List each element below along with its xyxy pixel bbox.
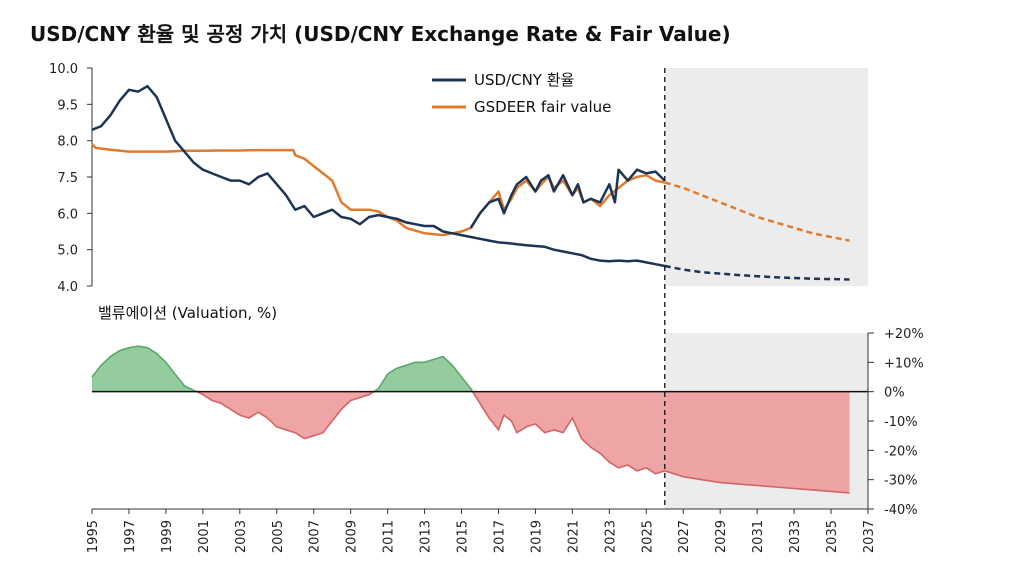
positive-area	[92, 346, 197, 392]
bottom-y-tick-label: -40%	[884, 503, 918, 518]
top-y-axis: 10.0 9.5 8.0 7.5 6.0 5.0 4.0	[49, 62, 93, 295]
series-line	[91, 84, 666, 268]
x-tick-label: 2015	[456, 520, 471, 553]
x-tick-label: 1995	[86, 520, 101, 553]
x-axis: 1995 1997 1999 2001 2003 2005 2007 2009 2011 2013…	[86, 508, 877, 553]
legend-label: USD/CNY 환율	[474, 71, 574, 89]
negative-area	[196, 391, 374, 439]
valuation-panel-title: 밸류에이션 (Valuation, %)	[98, 304, 277, 322]
top-y-tick-label: 6.0	[57, 207, 78, 222]
series-line	[469, 168, 666, 229]
x-tick-label: 1999	[160, 520, 175, 553]
series-line	[664, 264, 850, 281]
bottom-y-tick-label: +10%	[884, 356, 924, 371]
x-tick-label: 2007	[308, 520, 323, 553]
x-tick-label: 2017	[492, 520, 507, 553]
top-y-tick-label: 7.5	[57, 171, 78, 186]
valuation-line	[373, 355, 474, 393]
x-tick-label: 2019	[529, 520, 544, 553]
top-y-tick-label: 4.0	[57, 280, 78, 295]
legend-label: GSDEER fair value	[474, 98, 611, 116]
bottom-y-tick-label: -30%	[884, 474, 918, 489]
valuation-line	[196, 390, 375, 440]
positive-area	[373, 356, 473, 392]
bottom-y-tick-label: +20%	[884, 327, 924, 342]
x-tick-label: 2021	[566, 520, 581, 553]
x-tick-label: 2029	[714, 520, 729, 553]
negative-area	[472, 391, 850, 493]
top-y-tick-label: 10.0	[49, 62, 78, 77]
forecast-shade-top	[664, 68, 868, 286]
valuation-area	[91, 345, 868, 494]
top-y-tick-label: 5.0	[57, 244, 78, 259]
page-title: USD/CNY 환율 및 공정 가치 (USD/CNY Exchange Rat…	[30, 22, 731, 46]
x-tick-label: 2025	[640, 520, 655, 553]
valuation-line	[471, 391, 850, 494]
x-tick-label: 2003	[234, 520, 249, 553]
legend: USD/CNY 환율 GSDEER fair value	[432, 71, 611, 116]
x-tick-label: 2033	[788, 520, 803, 553]
series-line	[664, 181, 850, 242]
x-tick-label: 2035	[825, 520, 840, 553]
valuation-line	[91, 345, 198, 393]
x-tick-label: 1997	[123, 520, 138, 553]
x-tick-label: 2037	[862, 520, 877, 553]
x-tick-label: 2027	[677, 520, 692, 553]
x-tick-label: 2009	[345, 520, 360, 553]
top-y-tick-label: 9.5	[57, 98, 78, 113]
x-tick-label: 2023	[603, 520, 618, 553]
x-tick-label: 2031	[751, 520, 766, 553]
top-y-tick-label: 8.0	[57, 135, 78, 150]
x-tick-label: 2001	[197, 520, 212, 553]
x-tick-label: 2011	[382, 520, 397, 553]
bottom-y-axis: +20% +10% 0% -10% -20% -30% -40%	[867, 327, 924, 518]
bottom-y-tick-label: -20%	[884, 444, 918, 459]
bottom-y-tick-label: 0%	[884, 386, 905, 401]
top-series-lines	[91, 84, 850, 281]
bottom-y-tick-label: -10%	[884, 415, 918, 430]
x-tick-label: 2005	[271, 520, 286, 553]
x-tick-label: 2013	[419, 520, 434, 553]
